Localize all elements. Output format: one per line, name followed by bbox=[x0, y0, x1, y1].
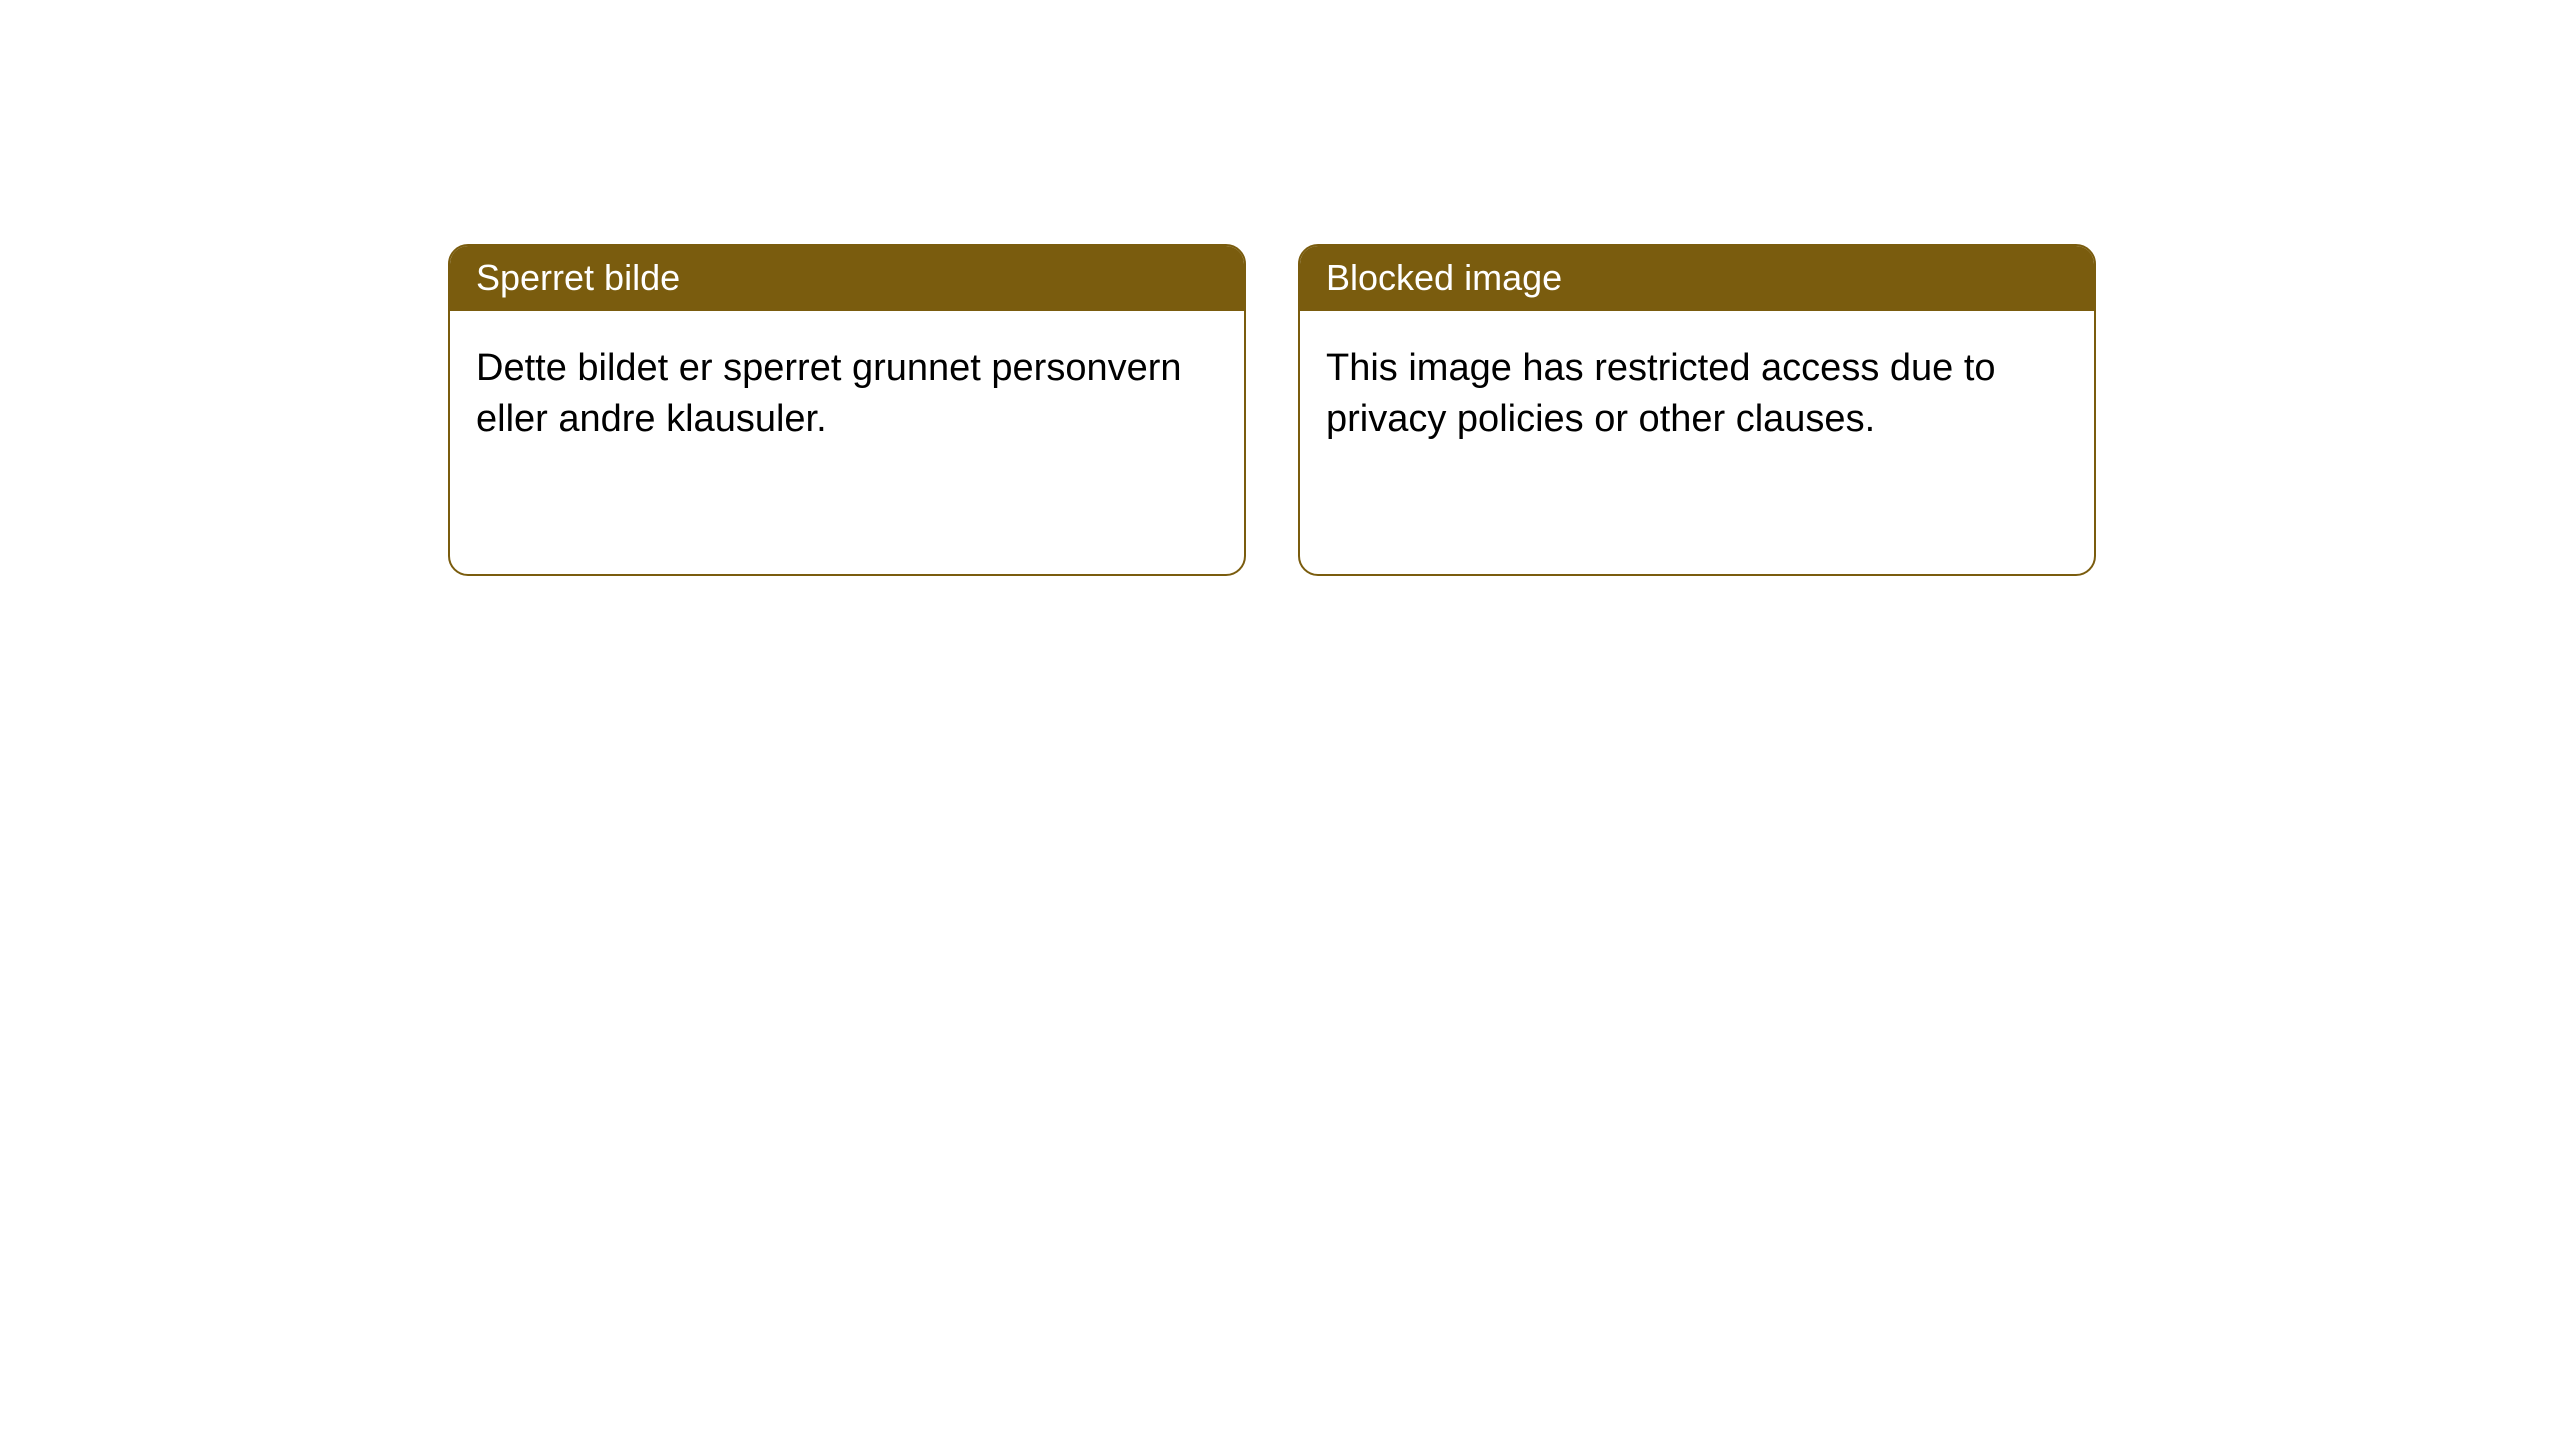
card-body: This image has restricted access due to … bbox=[1300, 311, 2094, 478]
card-body: Dette bildet er sperret grunnet personve… bbox=[450, 311, 1244, 478]
card-header: Sperret bilde bbox=[450, 246, 1244, 311]
blocked-image-card-english: Blocked image This image has restricted … bbox=[1298, 244, 2096, 576]
cards-container: Sperret bilde Dette bildet er sperret gr… bbox=[0, 0, 2560, 576]
blocked-image-card-norwegian: Sperret bilde Dette bildet er sperret gr… bbox=[448, 244, 1246, 576]
card-header: Blocked image bbox=[1300, 246, 2094, 311]
